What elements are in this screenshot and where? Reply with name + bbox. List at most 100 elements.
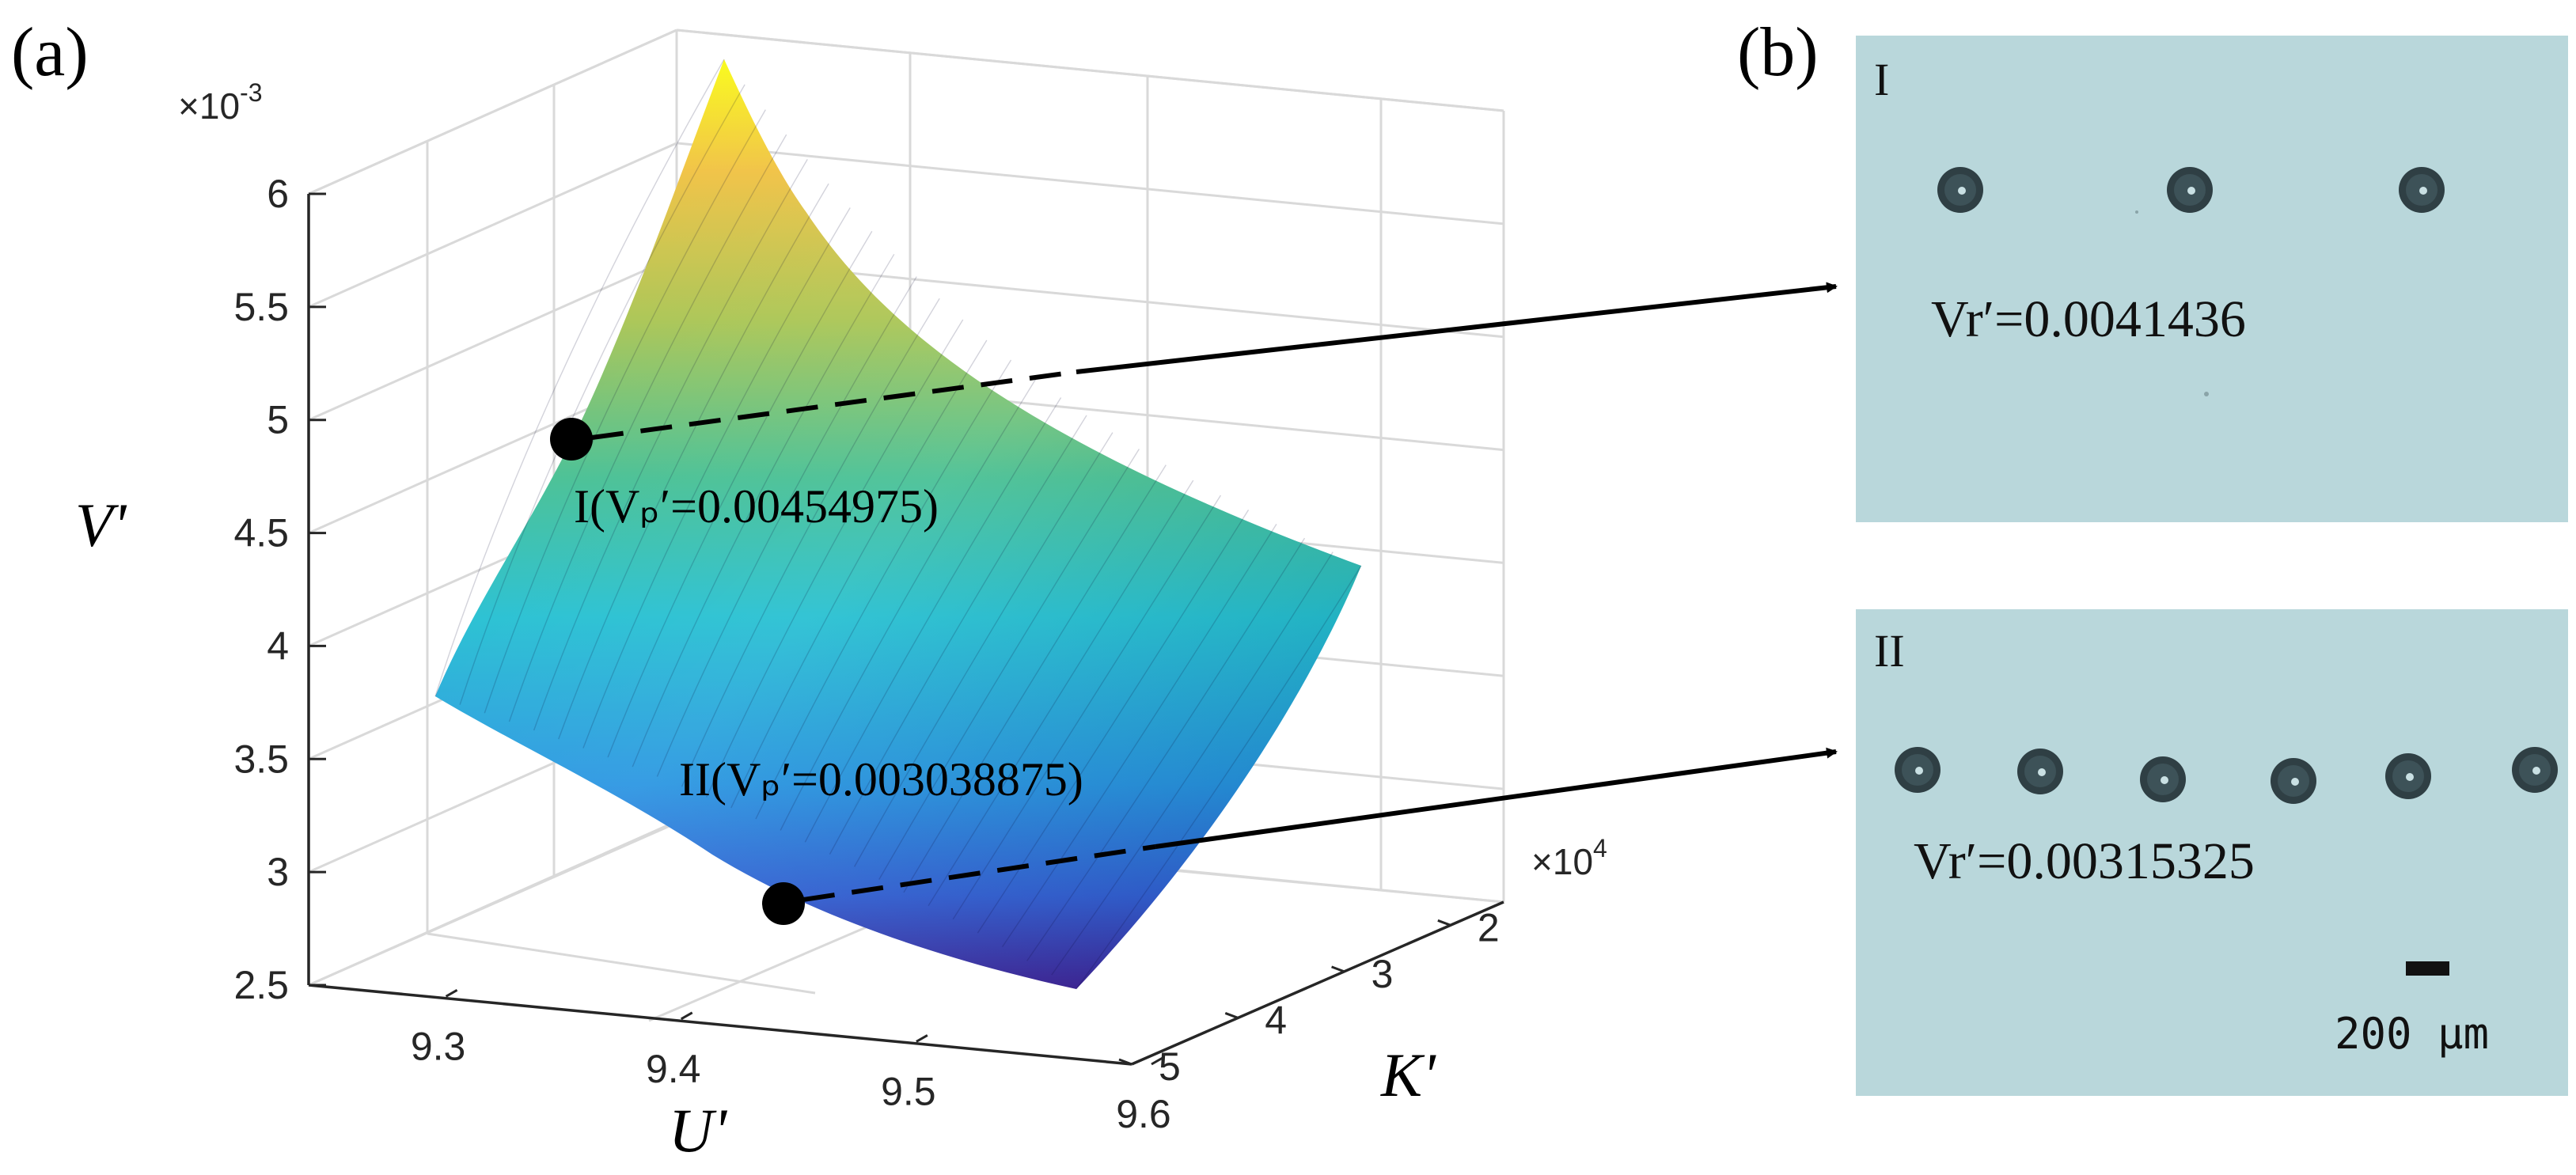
z-gridline-left [308,28,677,195]
surface-mesh-line [854,432,1113,867]
micrograph-II-background [1856,609,2568,1096]
droplet-highlight [2291,778,2299,786]
micrograph-I-background [1856,36,2568,522]
x-tick-labels: 9.3 9.4 9.5 9.6 [411,1024,1171,1136]
z-tick-label: 3.5 [233,737,289,781]
z-gridline-right [676,28,1504,112]
droplet-highlight [2038,768,2046,776]
z-tick-label: 2.5 [233,963,289,1007]
droplet-highlight [2187,187,2195,195]
surface-mesh-line [533,158,808,731]
surface-mesh-line [558,183,829,740]
surface-mesh-line [977,510,1250,934]
z-gridline-left [308,820,677,987]
z-tick-labels: 2.5 3 3.5 4 4.5 5 5.5 6 [233,172,289,1007]
y-tick-label: 2 [1478,905,1500,949]
micrograph-I-measure: Vr′=0.0041436 [1931,290,2246,348]
x-tick-label: 9.5 [881,1069,936,1113]
z-tick-label: 3 [267,850,289,894]
surface-mesh-line [508,134,787,722]
surface-mesh-line [804,397,1062,843]
droplet-highlight [1915,767,1923,775]
connector-II [802,747,1838,902]
svg-text:×10-3: ×10-3 [178,78,262,127]
y-tick-label: 5 [1159,1044,1181,1089]
surface [434,59,1362,990]
surface-mesh-line [582,207,851,749]
x-tick-label: 9.3 [411,1024,466,1068]
micrograph-II-droplets [1895,747,2558,804]
droplet-highlight [1958,187,1966,195]
micrograph-II-roman: II [1874,625,1905,677]
z-gridline-left [308,142,677,309]
y-tick-label: 3 [1371,952,1394,996]
scale-bar [2406,961,2449,976]
surface-mesh-line [1001,524,1277,948]
droplet-highlight [2532,767,2540,775]
x-tick-label: 9.6 [1116,1092,1171,1136]
surface-mesh-line [780,378,1037,831]
tick-marks [309,192,1451,1066]
surface-mesh-line [829,415,1087,855]
y-axis-label: K' [1380,1040,1436,1109]
x-tick-label: 9.4 [646,1047,701,1091]
y-tick-labels: 2 3 4 5 [1159,905,1500,1089]
scale-bar-label: 200 μm [2335,1009,2489,1059]
z-gridline-left [308,255,677,422]
surface-mesh-line [1026,537,1306,961]
surface-mesh-line [459,84,745,705]
z-exponent-power: -3 [240,78,262,107]
y-tick-label: 4 [1265,998,1287,1042]
y-tick-mark [1224,1012,1239,1019]
z-tick-label: 6 [267,172,289,216]
surface-mesh-line [1051,551,1334,976]
droplet-highlight [2419,187,2427,195]
x-tick-mark [445,988,458,998]
y-tick-mark [1437,919,1451,927]
surface-mesh-line [706,319,964,798]
z-tick-label: 4.5 [233,511,289,555]
surface-mesh-line [730,339,988,809]
surface-mesh-line [607,230,873,758]
y-tick-mark [1118,1058,1132,1066]
y-tick-mark [1331,965,1345,973]
y-exponent-base: ×10 [1531,841,1593,882]
surface-mesh-line [632,253,895,768]
z-exponent: ×10-3 [178,78,262,127]
surface-mesh-line [681,298,940,787]
y-exponent: ×104 [1531,834,1607,882]
x-tick-mark [916,1034,928,1043]
surface-mesh-line [656,276,917,777]
z-axis-label: V' [75,491,127,559]
droplet-highlight [2406,773,2414,781]
svg-text:×104: ×104 [1531,834,1607,882]
y-exponent-power: 4 [1593,834,1607,862]
micrograph-II-measure: Vr′=0.00315325 [1914,832,2255,890]
surface-mesh-line [878,449,1140,880]
connector-I [591,282,1838,440]
surface-mesh-line [903,464,1167,893]
surface-mesh-line [928,479,1194,907]
z-exponent-base: ×10 [178,85,240,127]
surface-mesh-line [755,359,1012,820]
axis-lines [307,194,1504,1066]
droplet-highlight [2161,776,2168,784]
point-I-marker [550,418,593,461]
point-II-label: II(Vₚ′=0.003038875) [679,753,1083,805]
surface-mesh-line [1076,565,1362,990]
z-tick-label: 5 [267,398,289,442]
micrograph-I-speck [2204,392,2209,396]
micrograph-I-droplets [1937,167,2445,213]
z-tick-label: 4 [267,624,289,668]
z-tick-label: 5.5 [233,285,289,329]
panel-label-b: (b) [1737,14,1819,91]
x-axis-label: U' [669,1096,727,1165]
point-II-marker [762,882,805,925]
panel-label-a: (a) [11,14,89,91]
x-tick-mark [1151,1056,1163,1066]
surface-mesh-line [952,495,1222,920]
point-I-label: I(Vₚ′=0.00454975) [574,480,939,533]
surface-mesh-line [434,59,725,697]
x-tick-mark [680,1011,693,1021]
